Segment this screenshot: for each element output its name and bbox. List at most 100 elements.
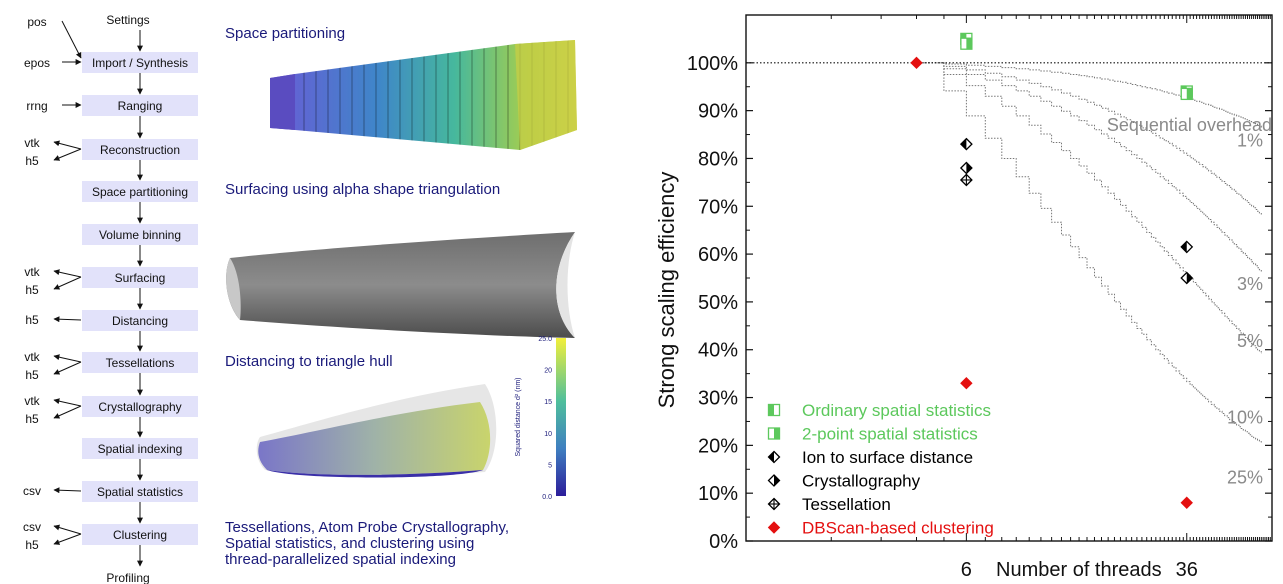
output-label: h5 [25, 411, 39, 426]
input-label: pos [27, 14, 47, 29]
data-point [960, 376, 973, 390]
output-label: h5 [25, 153, 39, 168]
data-point [910, 56, 923, 70]
chart-legend: Ordinary spatial statistics 2-point spati… [767, 401, 994, 538]
output-label: csv [23, 483, 41, 498]
data-point [1180, 271, 1194, 285]
output-vtk: vtk [12, 134, 52, 151]
colorbar-tick: 20 [544, 368, 552, 375]
step-spatial-statistics: Spatial statistics [82, 481, 198, 502]
legend-entry: DBScan-based clustering [767, 519, 994, 538]
output-label: h5 [25, 367, 39, 382]
amdahl-label: 25% [1227, 467, 1263, 487]
amdahl-label: 1% [1237, 130, 1263, 150]
step-space-partitioning: Space partitioning [82, 181, 198, 202]
y-tick-label: 30% [698, 388, 738, 410]
step-ranging: Ranging [82, 95, 198, 116]
output-arrow [53, 148, 82, 161]
input-pos: pos [12, 11, 62, 32]
step-clustering: Clustering [82, 524, 198, 545]
y-tick-label: 90% [698, 101, 738, 123]
caption-tessellations-1: Tessellations, Atom Probe Crystallograph… [225, 519, 510, 536]
legend-label: Ion to surface distance [802, 448, 973, 467]
output-h5: h5 [12, 152, 52, 169]
x-tick-label: 36 [1176, 559, 1198, 581]
output-label: vtk [24, 135, 40, 150]
data-point [959, 137, 973, 151]
step-settings: Settings [98, 9, 158, 30]
chart-amdahl-curves: 1% 3% 5% 10% 25% Sequential overhead [916, 62, 1272, 487]
output-label: h5 [25, 537, 39, 552]
input-arrow [61, 20, 82, 59]
output-arrow [53, 533, 82, 545]
legend-entry: Tessellation [767, 495, 891, 514]
legend-label: DBScan-based clustering [802, 519, 994, 538]
step-label: Profiling [106, 570, 150, 584]
output-h5: h5 [12, 366, 52, 383]
input-epos: epos [12, 52, 62, 73]
distancing-render [256, 384, 497, 478]
step-volume-binning: Volume binning [82, 224, 198, 245]
output-arrow [53, 487, 82, 494]
y-tick-label: 70% [698, 196, 738, 218]
colorbar-tick: 5 [548, 462, 552, 469]
y-tick-label: 80% [698, 148, 738, 170]
caption-tessellations-3: thread-parallelized spatial indexing [225, 551, 456, 568]
data-point [1180, 496, 1193, 509]
amdahl-curve [916, 62, 1262, 444]
x-tick-label: 6 [961, 559, 972, 581]
amdahl-title: Sequential overhead [1107, 115, 1272, 135]
output-csv: csv [12, 482, 52, 499]
colorbar-tick: 0.0 [542, 494, 552, 501]
y-axis-label: Strong scaling efficiency [654, 172, 679, 409]
amdahl-label: 10% [1227, 408, 1263, 428]
output-vtk: vtk [12, 392, 52, 409]
output-arrow [53, 316, 82, 323]
colorbar: 25.0 20 15 10 5 0.0 Squared distance d² (nm) [515, 336, 566, 501]
output-label: vtk [24, 264, 40, 279]
output-vtk: vtk [12, 348, 52, 365]
input-label: epos [23, 55, 51, 70]
output-label: h5 [25, 312, 39, 327]
output-arrow [53, 398, 82, 407]
output-arrow [53, 269, 82, 278]
output-arrow [53, 524, 82, 535]
legend-entry: Ion to surface distance [767, 448, 973, 467]
scaling-chart: 1% 3% 5% 10% 25% Sequential overhead 0% 10% 20%… [654, 14, 1273, 581]
output-csv: csv [12, 518, 52, 535]
step-profiling: Profiling [98, 567, 158, 584]
output-label: vtk [24, 349, 40, 364]
output-arrow [53, 140, 82, 150]
step-spatial-indexing: Spatial indexing [82, 438, 198, 459]
legend-label: 2-point spatial statistics [802, 425, 978, 444]
output-arrow [53, 405, 82, 419]
colorbar-tick: 25.0 [538, 336, 552, 343]
step-tessellations: Tessellations [82, 352, 198, 373]
input-label: rrng [26, 98, 48, 113]
legend-label: Crystallography [802, 472, 921, 491]
step-reconstruction: Reconstruction [82, 139, 198, 160]
output-label: h5 [25, 282, 39, 297]
output-label: vtk [24, 393, 40, 408]
caption-space-partitioning: Space partitioning [225, 25, 346, 42]
data-point [959, 173, 973, 187]
legend-entry: Crystallography [767, 472, 921, 491]
y-tick-label: 100% [687, 53, 738, 75]
space-partitioning-render [270, 40, 577, 150]
step-crystallography: Crystallography [82, 396, 198, 417]
y-tick-label: 50% [698, 292, 738, 314]
output-vtk: vtk [12, 263, 52, 280]
colorbar-tick: 15 [544, 399, 552, 406]
step-distancing: Distancing [82, 310, 198, 331]
output-arrow [53, 354, 82, 363]
caption-distancing: Distancing to triangle hull [225, 353, 393, 370]
amdahl-curve [916, 62, 1262, 273]
output-h5: h5 [12, 281, 52, 298]
output-h5: h5 [12, 536, 52, 553]
output-label: csv [23, 519, 41, 534]
amdahl-curve [916, 62, 1262, 216]
output-arrow [53, 276, 82, 290]
step-import-synthesis: Import / Synthesis [82, 52, 198, 73]
workflow-connectors [53, 20, 143, 567]
